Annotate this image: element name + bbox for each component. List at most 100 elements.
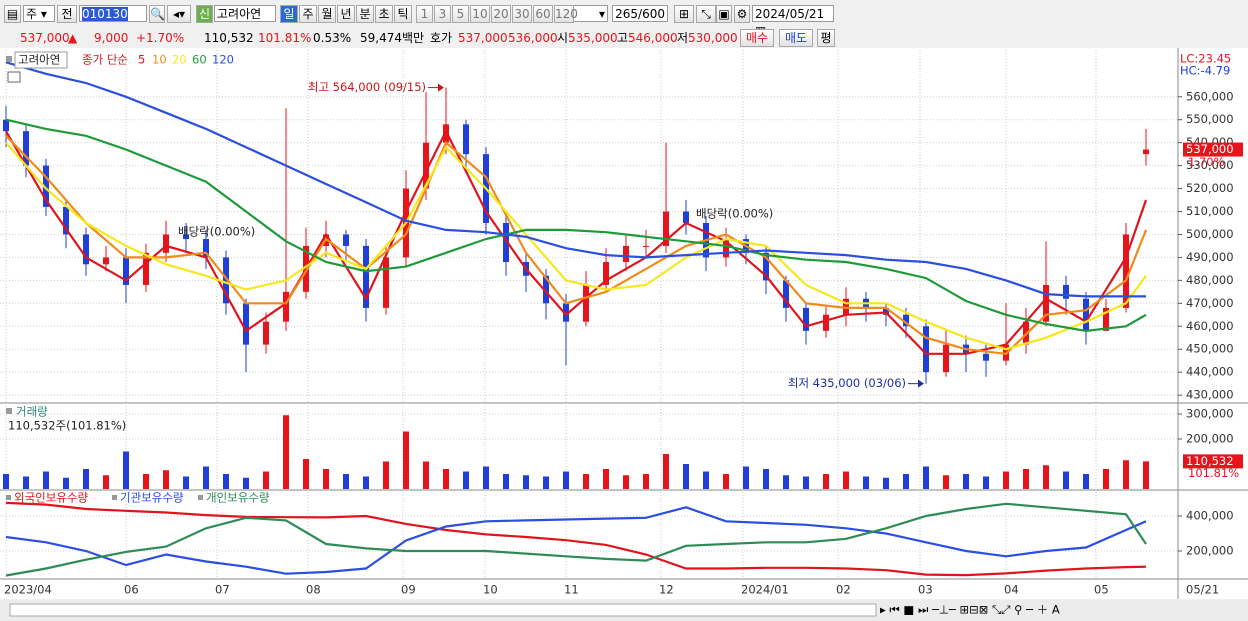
candle-body [163,234,169,253]
price-tag-label: 537,000 [1186,142,1234,156]
date-field[interactable]: 2024/05/21 ▦ [752,5,834,38]
candle-body [383,257,389,308]
period-button[interactable]: 틱 [394,5,412,23]
volume-bar [23,476,29,489]
interval-button[interactable]: 20 [491,5,511,23]
scroll-track[interactable] [9,603,877,617]
volume-bar [1103,469,1109,489]
period-button[interactable]: 년 [337,5,355,23]
avg-button[interactable]: 평 [817,29,835,47]
volume-bar [223,474,229,489]
candle-body [903,314,909,327]
annotation: 배당락(0.00%) [178,225,255,239]
volume-bar [803,476,809,489]
volume-bar [263,471,269,489]
annotation-arrowhead [438,83,444,92]
volume-bar [1063,471,1069,489]
y-tick-label: 480,000 [1186,273,1234,287]
name-field[interactable]: 고려아연 [214,5,276,22]
x-tick-label: 06 [124,583,139,597]
menu-icon[interactable]: ▤ [4,5,21,23]
grid-icon [7,71,21,83]
count: 265 [615,7,639,21]
interval-button[interactable]: 10 [470,5,490,23]
volume-bar [1083,474,1089,489]
volume-bar [423,461,429,489]
low: 530,000 [688,31,738,45]
candle-body [563,303,569,322]
y-tick-label: 440,000 [1186,365,1234,379]
volume-bar [703,471,709,489]
candle-body [1083,298,1089,331]
x-tick-label: 03 [918,583,933,597]
legend-icon [6,408,12,414]
sound-button[interactable]: ◂▾ [167,5,191,23]
candle-body [83,234,89,265]
settings-button[interactable]: ⚙ [734,5,750,23]
tool-button[interactable]: ⊞ [674,5,694,23]
holding-line [5,502,1147,577]
period-button[interactable]: 초 [375,5,393,23]
search-button[interactable]: 🔍 [149,5,165,23]
scroll-controls[interactable]: ▸ ⏮ ■ ⏭ ─⊥─ ⊞⊟⊠ ⤡⤢ ⚲ ─ ＋ A [880,603,1060,617]
volume-bar [623,475,629,489]
volume-bar [943,475,949,489]
x-end-label: 05/21 [1186,583,1219,597]
tool-button[interactable]: ⤡ [696,5,716,23]
y-tick-label: 200,000 [1186,432,1234,446]
legend-entry: 120 [212,53,234,67]
save-button[interactable]: ▣ [716,5,732,23]
candle-body [823,314,829,331]
ma-line [5,141,1147,351]
period-button[interactable]: 주 [299,5,317,23]
turnover: 0.53% [313,31,352,45]
volume-bar [903,474,909,489]
interval-button[interactable]: 3 [434,5,451,23]
ma-line [5,61,1146,298]
ma-line [5,118,1147,333]
buy-button[interactable]: 매수 [740,29,774,47]
volume-bar [883,477,889,489]
y-tick-label: 550,000 [1186,112,1234,126]
period-button[interactable]: 일 [280,5,298,23]
candle-body [423,142,429,189]
ask: 537,000 [458,31,508,45]
candle-body [923,326,929,373]
candle-body [23,131,29,166]
candle-body [203,239,209,258]
count-field[interactable]: 265/600 [612,5,668,22]
quote-label: 호가 [430,31,453,45]
volume-bar [783,475,789,489]
period-button[interactable]: 월 [318,5,336,23]
period-button[interactable]: 분 [356,5,374,23]
hc-label: HC:-4.79 [1180,64,1230,78]
legend-icon [198,495,203,500]
view-button[interactable]: 전 [57,5,77,23]
interval-button[interactable]: 120 [554,5,578,23]
date: 2024/05/21 [755,7,825,21]
dropdown[interactable]: ▾ [572,5,608,22]
x-tick-label: 05 [1094,583,1109,597]
interval-button[interactable]: 30 [512,5,532,23]
sell-button[interactable]: 매도 [779,29,813,47]
candle-body [263,321,269,345]
x-tick-label: 07 [215,583,230,597]
volume-bar [103,475,109,489]
volume-bar [363,476,369,489]
volume-bar [343,474,349,489]
volume-bar [183,476,189,489]
volume-bar [1043,465,1049,489]
volume-bar [503,474,509,489]
volume-bar [823,474,829,489]
interval-button[interactable]: 1 [416,5,433,23]
change-pct: +1.70% [136,31,185,45]
legend-entry: 기관보유수량 [120,491,184,505]
volume-bar [323,469,329,489]
interval-button[interactable]: 60 [533,5,553,23]
amount: 59,474백만 [360,31,425,45]
volume-bar [843,471,849,489]
period-type[interactable]: 주 ▾ [23,5,55,22]
interval-button[interactable]: 5 [452,5,469,23]
code-field[interactable]: 010130 [79,5,147,22]
